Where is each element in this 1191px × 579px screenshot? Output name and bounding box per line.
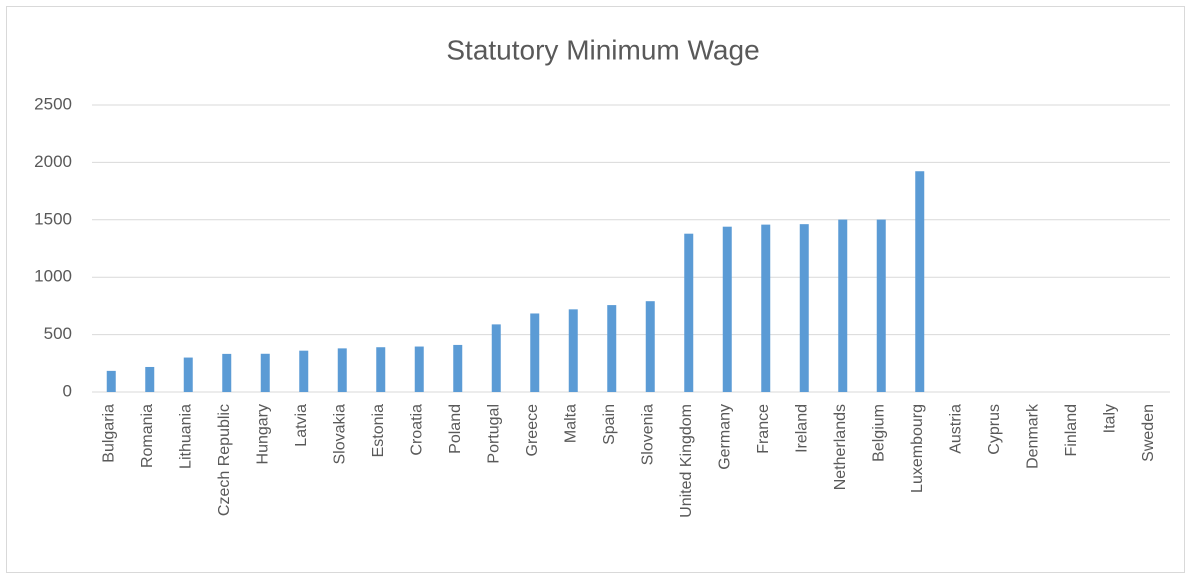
x-tick-label: Denmark — [1024, 403, 1041, 469]
bar — [414, 346, 424, 392]
bar — [106, 370, 116, 392]
x-tick-label: Portugal — [485, 404, 502, 464]
x-tick-label: Spain — [601, 404, 618, 445]
bar — [299, 350, 309, 392]
x-tick-label: Germany — [716, 404, 733, 470]
x-tick-label: Cyprus — [986, 404, 1003, 455]
y-tick-label: 2500 — [34, 94, 72, 113]
x-tick-label: Finland — [1063, 404, 1080, 456]
bar — [645, 301, 655, 392]
bar — [491, 324, 501, 392]
x-tick-label: Slovenia — [639, 404, 656, 465]
x-tick-label: Hungary — [254, 404, 271, 464]
x-tick-label: Luxembourg — [909, 404, 926, 493]
chart-border — [6, 6, 1185, 573]
x-tick-label: Austria — [947, 404, 964, 454]
x-tick-label: Latvia — [293, 404, 310, 447]
y-tick-label: 0 — [63, 381, 72, 400]
x-tick-label: France — [755, 404, 772, 454]
bar — [915, 171, 925, 392]
bar — [838, 219, 848, 392]
bar — [453, 344, 463, 392]
x-tick-label: Sweden — [1140, 404, 1157, 462]
bar — [876, 219, 886, 392]
x-tick-label: Italy — [1101, 404, 1118, 433]
bar — [684, 233, 694, 392]
bar — [260, 353, 270, 392]
x-tick-label: Romania — [139, 404, 156, 468]
x-tick-label: United Kingdom — [678, 404, 695, 518]
y-tick-label: 2000 — [34, 152, 72, 171]
y-tick-label: 1000 — [34, 267, 72, 286]
bar — [530, 313, 540, 392]
x-tick-label: Slovakia — [331, 404, 348, 465]
bar — [183, 357, 193, 392]
y-tick-label: 1500 — [34, 209, 72, 228]
x-tick-label: Poland — [447, 404, 464, 454]
x-tick-label: Belgium — [870, 404, 887, 462]
y-tick-label: 500 — [44, 324, 72, 343]
x-tick-label: Greece — [524, 404, 541, 457]
bar — [761, 224, 771, 392]
bar — [376, 347, 386, 392]
chart-title: Statutory Minimum Wage — [446, 34, 759, 65]
x-tick-label: Bulgaria — [100, 404, 117, 463]
x-tick-label: Netherlands — [832, 404, 849, 490]
bar — [337, 348, 347, 392]
x-tick-label: Ireland — [793, 404, 810, 453]
x-tick-label: Malta — [562, 404, 579, 443]
x-tick-label: Croatia — [408, 404, 425, 456]
bar — [607, 305, 617, 392]
bar — [799, 224, 809, 392]
bar — [568, 309, 578, 392]
bar — [222, 353, 232, 392]
x-tick-label: Estonia — [370, 404, 387, 457]
bar — [145, 366, 155, 392]
x-tick-label: Lithuania — [177, 404, 194, 469]
bar — [722, 226, 732, 392]
x-tick-label: Czech Republic — [216, 404, 233, 516]
